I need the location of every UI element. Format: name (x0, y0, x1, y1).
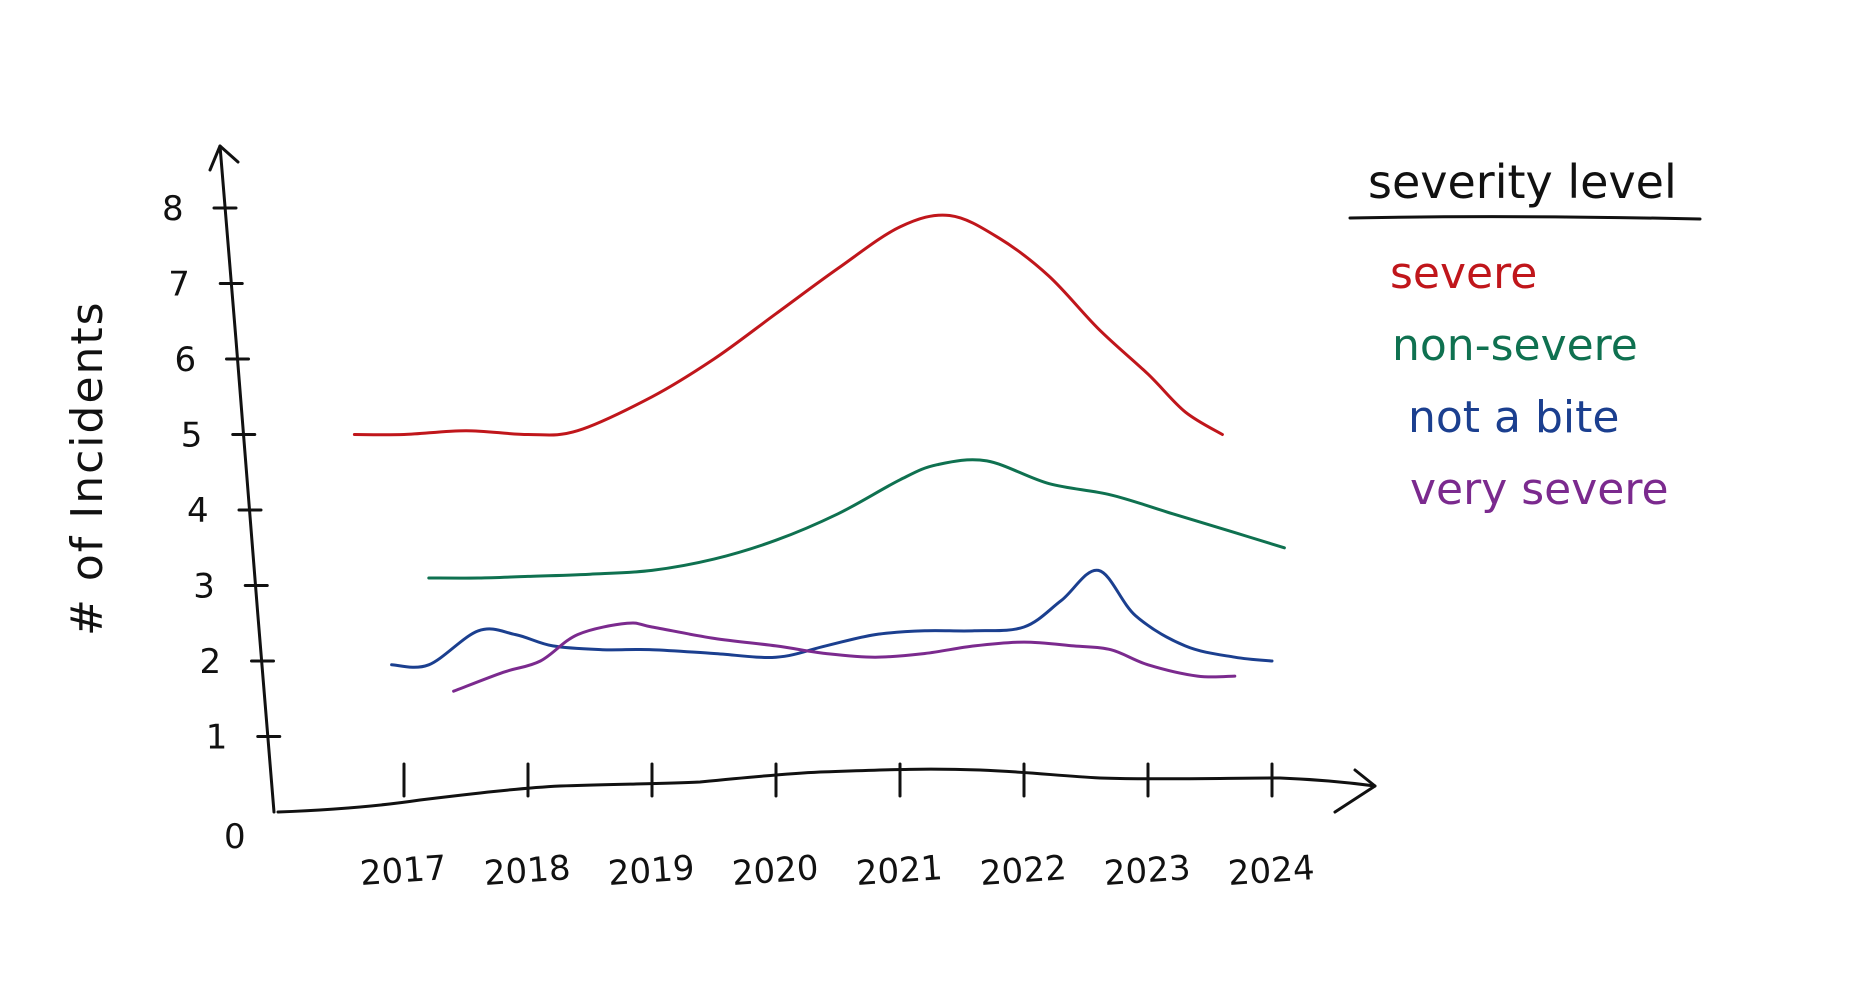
x-tick-label: 2020 (731, 848, 820, 894)
x-tick-label: 2018 (483, 848, 572, 894)
legend-title-underline (1348, 215, 1702, 221)
legend: severe non-severe not a bite very severe (1390, 248, 1669, 515)
series-line-not-a-bite (390, 568, 1274, 669)
x-axis-arrow-head (1333, 768, 1377, 814)
x-axis-line (276, 767, 1377, 814)
y-tick-label: 4 (187, 491, 209, 531)
x-tick-label: 2023 (1103, 848, 1192, 894)
x-axis-ticks: 2017 2018 2019 2020 2021 2022 2023 2024 (359, 762, 1316, 894)
y-tick-label: 3 (193, 567, 215, 607)
legend-item-severe: severe (1390, 248, 1537, 299)
legend-item-very-severe: very severe (1410, 464, 1669, 515)
x-tick-label: 2017 (359, 848, 448, 894)
series-group (352, 213, 1286, 693)
x-tick-label: 2019 (607, 848, 696, 894)
legend-title: severity level (1368, 155, 1677, 209)
legend-item-not-a-bite: not a bite (1408, 392, 1619, 443)
x-tick-label: 2021 (855, 848, 944, 894)
y-tick-label: 0 (224, 817, 246, 857)
series-line-very-severe (452, 621, 1237, 693)
y-tick-label: 6 (175, 340, 197, 380)
y-axis-line (218, 144, 276, 814)
x-tick-label: 2024 (1227, 848, 1316, 894)
y-tick-label: 2 (200, 642, 222, 682)
y-tick-label: 7 (168, 265, 190, 305)
series-line-severe (352, 213, 1224, 437)
y-tick-label: 8 (162, 189, 184, 229)
series-line-non-severe (427, 458, 1286, 580)
y-axis-label: # of Incidents (62, 300, 113, 636)
legend-item-non-severe: non-severe (1392, 320, 1638, 371)
y-axis-ticks: 0 1 2 3 4 5 6 7 8 (162, 189, 282, 857)
y-tick-label: 5 (181, 416, 203, 456)
x-tick-label: 2022 (979, 848, 1068, 894)
y-tick-label: 1 (206, 718, 228, 758)
y-axis-arrow-head (208, 144, 240, 172)
